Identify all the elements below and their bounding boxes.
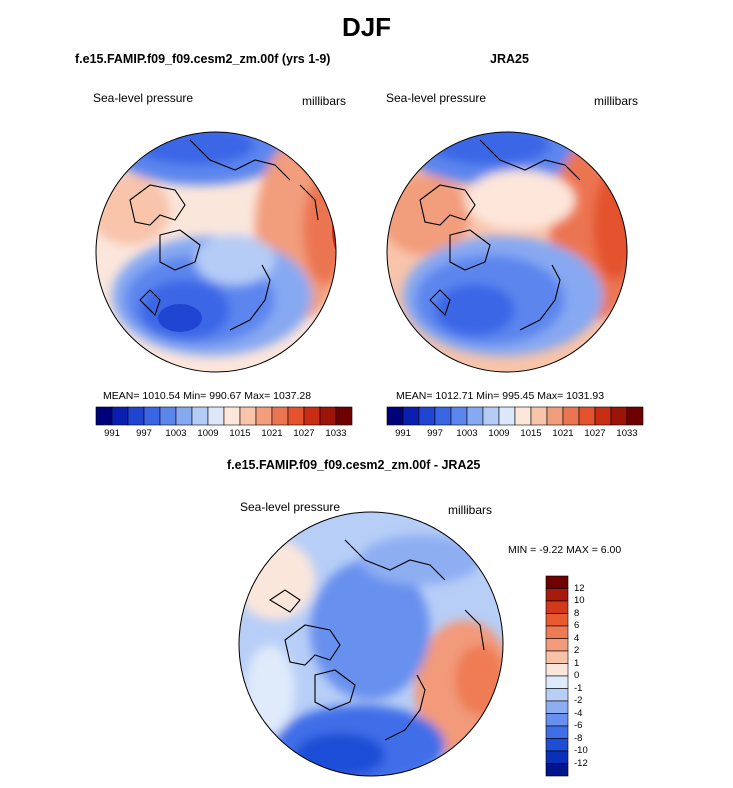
diff-colorbar-box <box>545 688 569 702</box>
diff-stats: MIN = -9.22 MAX = 6.00 <box>508 544 622 556</box>
diff-colorbar-tick-label: -1 <box>574 682 583 694</box>
model-colorbar <box>95 406 353 426</box>
diff-colorbar-box <box>545 625 569 639</box>
model-field-label: Sea-level pressure <box>93 91 194 105</box>
model-colorbar-tick-label: 997 <box>136 428 152 439</box>
obs-colorbar-tick-label: 991 <box>395 428 411 439</box>
diff-colorbar-box <box>545 738 569 752</box>
model-colorbar-tick-label: 1003 <box>165 428 187 439</box>
diff-colorbar-tick-label: 10 <box>574 595 585 606</box>
diff-colorbar-tick-label: 6 <box>574 620 580 631</box>
figure-title: DJF <box>341 12 392 42</box>
diff-colorbar-box <box>545 675 569 689</box>
model-colorbar-tick-label: 1033 <box>325 428 347 439</box>
diff-colorbar-tick-label: 0 <box>574 670 580 681</box>
diff-colorbar-box <box>545 638 569 652</box>
model-colorbar-tick-label: 1027 <box>293 428 315 439</box>
model-colorbar-box <box>335 406 353 426</box>
model-colorbar-tick-label: 1009 <box>197 428 219 439</box>
model-colorbar-tick-label: 1021 <box>261 428 283 439</box>
obs-units-label: millibars <box>594 94 639 108</box>
diff-colorbar-box <box>545 763 569 777</box>
diff-colorbar-box <box>545 713 569 727</box>
diff-colorbar-box <box>545 663 569 677</box>
model-panel-title: f.e15.FAMIP.f09_f09.cesm2_zm.00f (yrs 1-… <box>75 52 331 66</box>
obs-colorbar-ticks: 991 997 1003 1009 1015 1021 1027 1033 <box>387 428 643 442</box>
obs-colorbar-tick-label: 1015 <box>520 428 542 439</box>
obs-stats: MEAN= 1012.71 Min= 995.45 Max= 1031.93 <box>396 390 605 402</box>
obs-colorbar-tick-label: 997 <box>427 428 443 439</box>
diff-colorbar-box <box>545 600 569 614</box>
obs-colorbar-tick-label: 1033 <box>616 428 638 439</box>
diff-colorbar-tick-label: -8 <box>574 732 583 744</box>
obs-colorbar <box>386 406 644 426</box>
diff-colorbar-box <box>545 613 569 627</box>
diff-colorbar-ticks: 12 10 8 6 4 2 1 0 -1 -2 -4 -6 -8 -10 -12 <box>574 576 604 776</box>
obs-colorbar-tick-label: 1003 <box>456 428 478 439</box>
diff-colorbar-tick-label: 12 <box>574 582 585 594</box>
diff-field-label: Sea-level pressure <box>240 500 341 514</box>
model-colorbar-ticks: 991 997 1003 1009 1015 1021 1027 1033 <box>96 428 352 442</box>
obs-colorbar-box <box>626 406 644 426</box>
diff-colorbar-tick-label: -12 <box>574 757 588 769</box>
diff-colorbar-tick-label: 2 <box>574 645 580 656</box>
diff-colorbar-tick-label: -10 <box>574 745 588 756</box>
diff-colorbar-tick-label: 8 <box>574 607 580 619</box>
diff-colorbar-tick-label: 1 <box>574 657 580 669</box>
diff-colorbar-box <box>545 750 569 764</box>
diff-colorbar-tick-label: -6 <box>574 720 583 731</box>
diff-colorbar-box <box>545 588 569 602</box>
obs-colorbar-tick-label: 1009 <box>488 428 510 439</box>
model-colorbar-tick-label: 1015 <box>229 428 251 439</box>
diff-colorbar <box>545 575 569 777</box>
model-stats: MEAN= 1010.54 Min= 990.67 Max= 1037.28 <box>103 390 312 402</box>
obs-field-label: Sea-level pressure <box>386 91 487 105</box>
diff-colorbar-box <box>545 650 569 664</box>
obs-colorbar-tick-label: 1021 <box>552 428 574 439</box>
diff-colorbar-box <box>545 575 569 589</box>
diff-units-label: millibars <box>448 503 493 517</box>
diff-panel-title: f.e15.FAMIP.f09_f09.cesm2_zm.00f - JRA25 <box>227 458 481 472</box>
obs-panel-title: JRA25 <box>490 52 529 66</box>
diff-colorbar-tick-label: 4 <box>574 632 580 644</box>
diff-colorbar-tick-label: -4 <box>574 707 583 719</box>
diff-colorbar-box <box>545 725 569 739</box>
obs-colorbar-tick-label: 1027 <box>584 428 606 439</box>
model-colorbar-tick-label: 991 <box>104 428 120 439</box>
model-units-label: millibars <box>302 94 347 108</box>
diff-colorbar-box <box>545 700 569 714</box>
diff-colorbar-tick-label: -2 <box>574 695 583 706</box>
